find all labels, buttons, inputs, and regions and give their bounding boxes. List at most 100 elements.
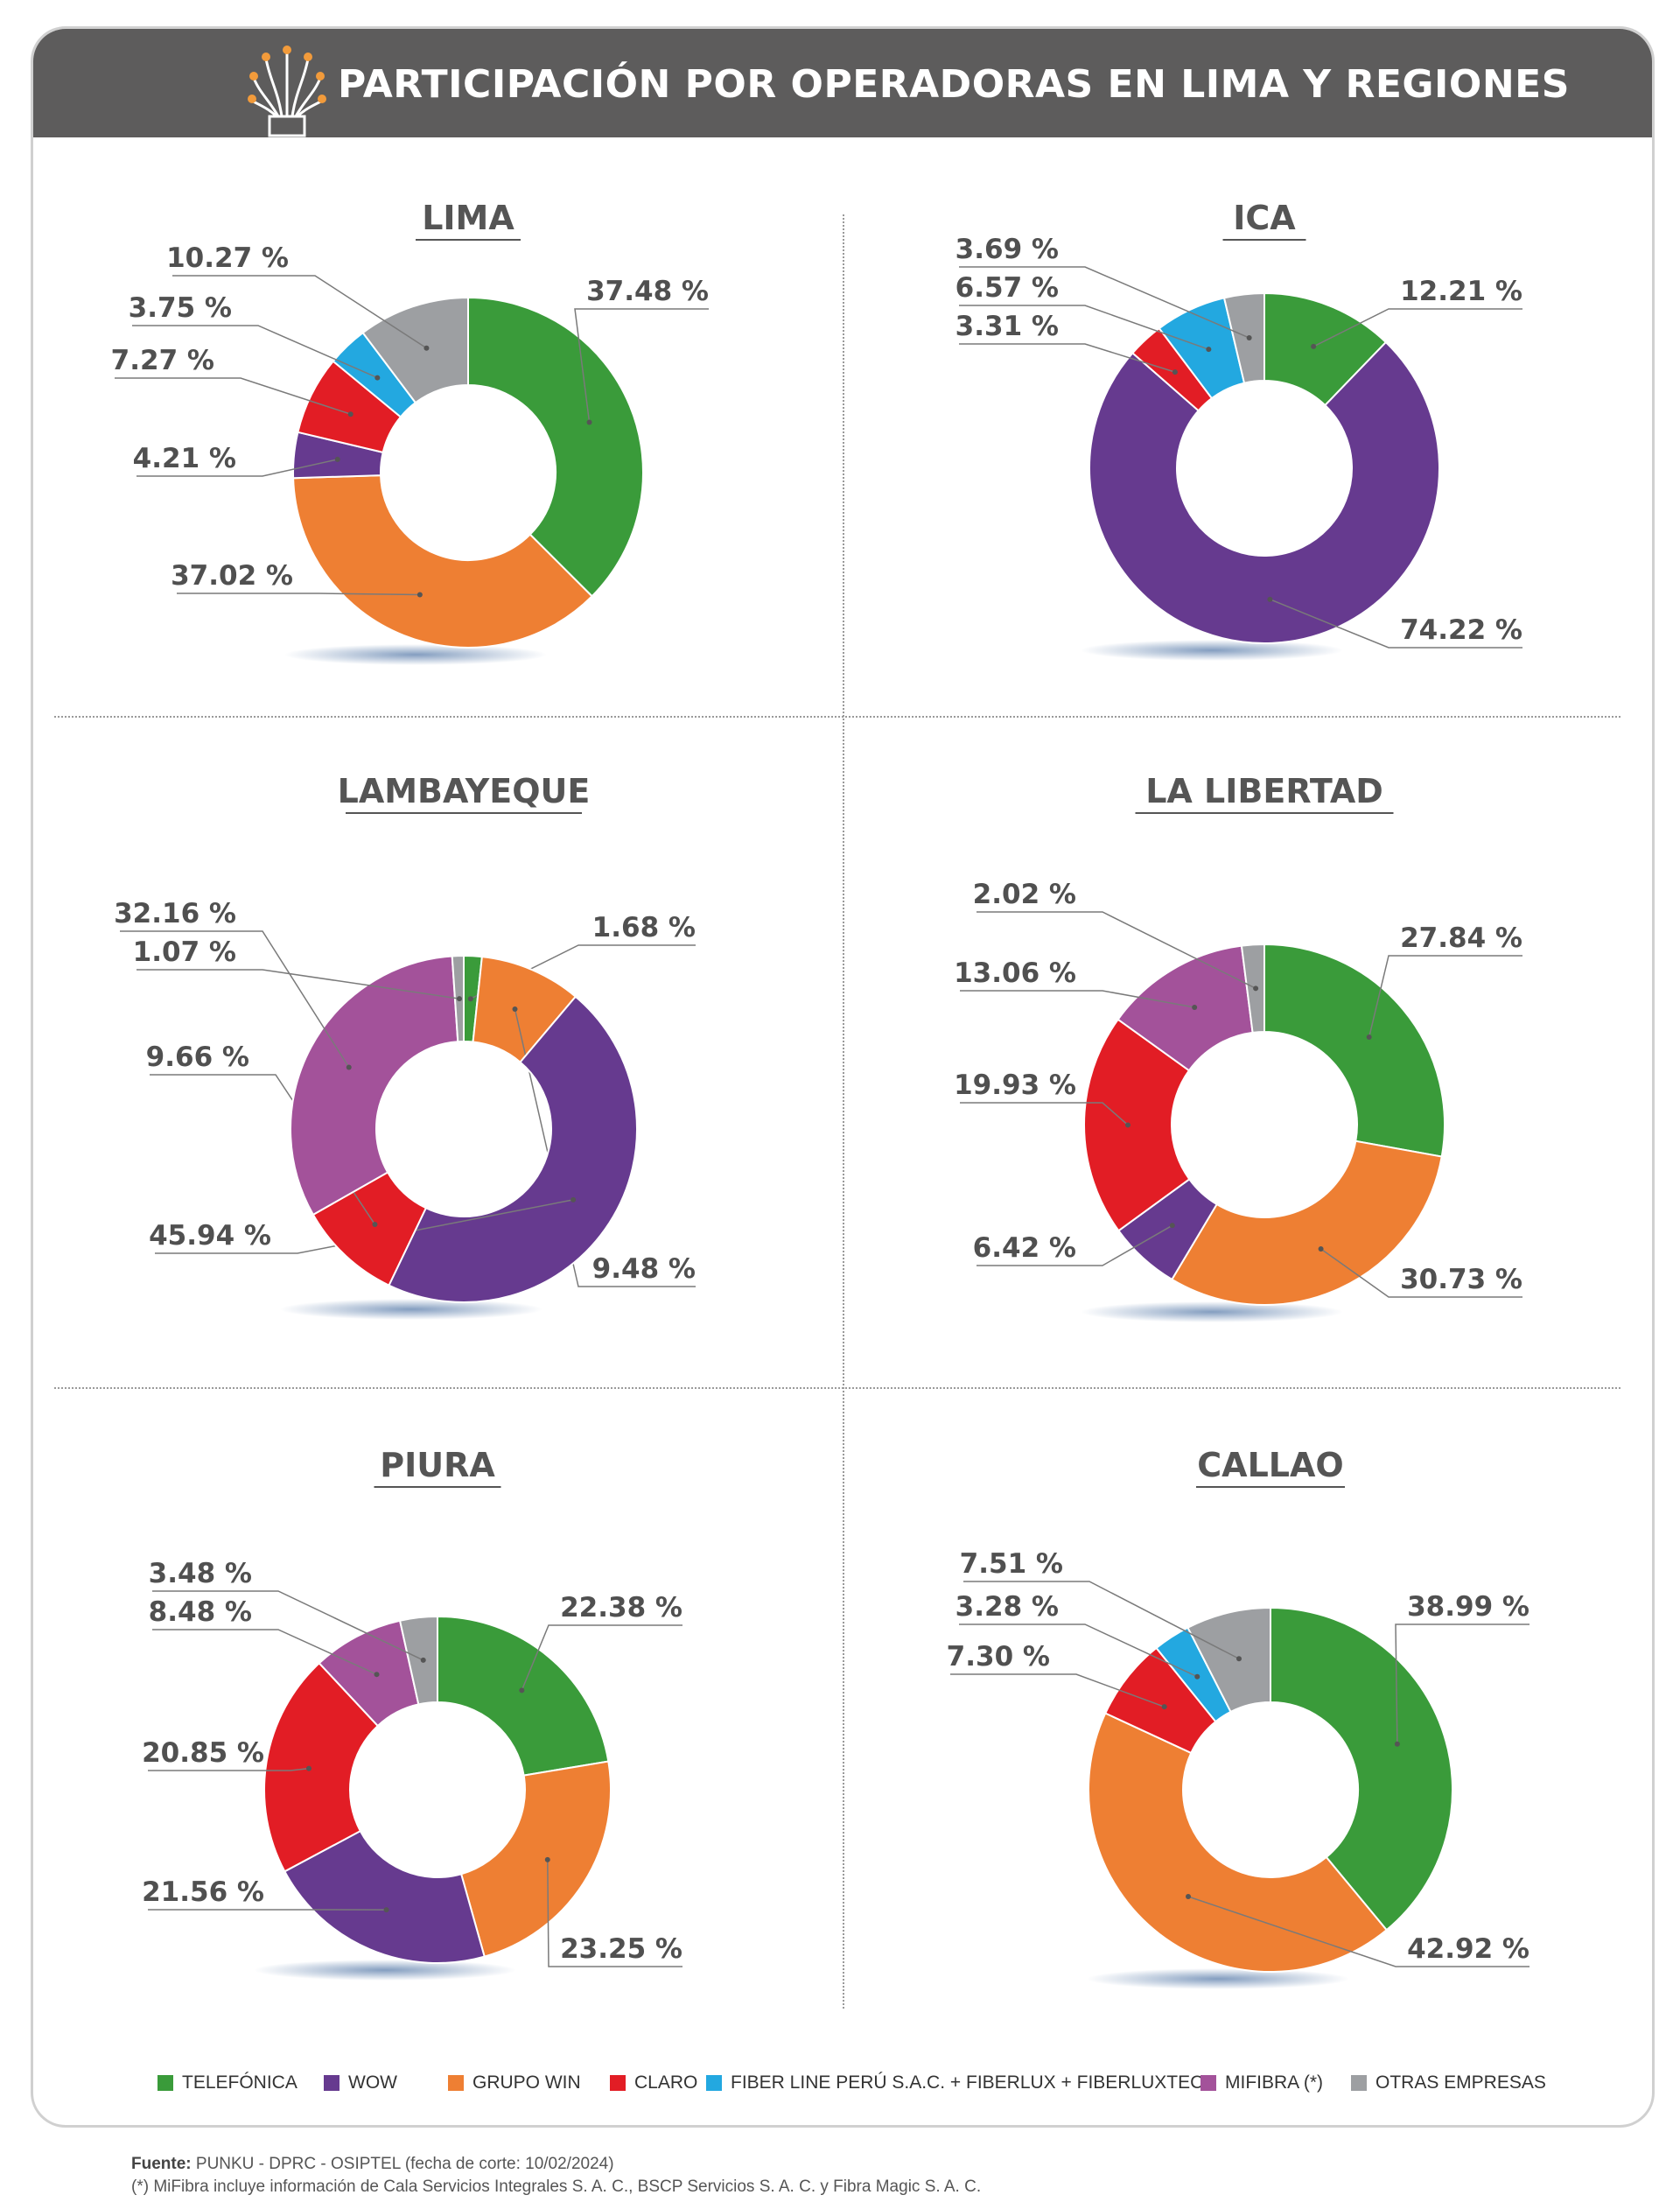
leader-dot bbox=[374, 375, 381, 381]
slice-wow bbox=[388, 995, 638, 1303]
leader-line bbox=[514, 1008, 696, 1287]
data-label: 37.48 % bbox=[586, 276, 709, 307]
legend-swatch bbox=[1351, 2075, 1367, 2091]
leader-dot bbox=[1125, 1122, 1131, 1128]
leader-line bbox=[136, 459, 338, 477]
data-label: 19.93 % bbox=[954, 1069, 1076, 1101]
leader-dot bbox=[544, 1856, 550, 1862]
legend-swatch bbox=[324, 2075, 340, 2091]
legend-item-otras-empresas: OTRAS EMPRESAS bbox=[1351, 2065, 1546, 2100]
chart-piura: PIURA 22.38 % 23.25 % 21.56 % 20.85 % 8.48 % 3… bbox=[142, 1446, 682, 1981]
leader-line bbox=[1187, 1896, 1530, 1967]
slice-telefonica bbox=[437, 1615, 610, 1777]
legend-swatch bbox=[610, 2075, 626, 2091]
data-label: 21.56 % bbox=[142, 1876, 264, 1908]
leader-line bbox=[521, 1624, 682, 1691]
leader-dot bbox=[1394, 1741, 1400, 1747]
leader-line bbox=[120, 930, 350, 1068]
legend-swatch bbox=[158, 2075, 173, 2091]
data-label: 38.99 % bbox=[1407, 1591, 1530, 1623]
leader-line bbox=[959, 1623, 1198, 1678]
legend-swatch bbox=[448, 2075, 464, 2091]
chart-title: ICA bbox=[1233, 199, 1296, 237]
legend-item-grupo-win: GRUPO WIN bbox=[448, 2065, 581, 2100]
legend-swatch bbox=[1200, 2075, 1216, 2091]
chart-title: PIURA bbox=[380, 1446, 495, 1484]
leader-line bbox=[959, 343, 1176, 373]
leader-line bbox=[1270, 599, 1522, 649]
data-label: 4.21 % bbox=[133, 443, 236, 474]
source-text: PUNKU - DPRC - OSIPTEL (fecha de corte: … bbox=[195, 2155, 614, 2173]
leader-line bbox=[959, 305, 1209, 350]
leader-line bbox=[547, 1859, 682, 1967]
data-label: 3.69 % bbox=[956, 234, 1059, 265]
slice-otras-empresas bbox=[398, 1615, 438, 1706]
data-label: 20.85 % bbox=[142, 1737, 264, 1769]
data-label: 37.02 % bbox=[171, 560, 293, 592]
slice-telefonica bbox=[1264, 943, 1446, 1158]
data-label: 9.66 % bbox=[146, 1041, 249, 1073]
horizontal-divider bbox=[54, 716, 1620, 718]
leader-dot bbox=[416, 592, 423, 598]
chart-callao: CALLAO 38.99 % 42.92 % 7.30 % 3.28 % 7.51 % bbox=[947, 1446, 1530, 1989]
chart-ica: ICA 12.21 % 74.22 % 3.31 % 6.57 % 3.69 % bbox=[956, 199, 1522, 661]
leader-dot bbox=[347, 411, 354, 417]
data-label: 3.31 % bbox=[956, 311, 1059, 342]
chart-title: LAMBAYEQUE bbox=[338, 772, 591, 810]
legend-label: TELEFÓNICA bbox=[182, 2072, 298, 2093]
chart-title: CALLAO bbox=[1197, 1446, 1343, 1484]
slice-grupo-win bbox=[459, 1760, 612, 1958]
data-label: 32.16 % bbox=[114, 898, 236, 929]
leader-dot bbox=[383, 1907, 389, 1913]
leader-dot bbox=[1169, 1223, 1175, 1229]
legend-label: FIBER LINE PERÚ S.A.C. + FIBERLUX + FIBE… bbox=[731, 2072, 1217, 2093]
slice-otras-empresas bbox=[1186, 1606, 1271, 1714]
header-banner: PARTICIPACIÓN POR OPERADORAS EN LIMA Y R… bbox=[33, 29, 1652, 137]
legend-label: CLARO bbox=[634, 2072, 698, 2093]
fiber-optic-icon bbox=[248, 46, 326, 137]
leader-dot bbox=[372, 1222, 378, 1228]
data-label: 42.92 % bbox=[1407, 1933, 1530, 1965]
legend-item-claro: CLARO bbox=[610, 2065, 697, 2100]
chart-title: LA LIBERTAD bbox=[1145, 772, 1383, 810]
leader-dot bbox=[519, 1687, 525, 1694]
donut-charts: LIMA 37.48 % 37.02 % 4.21 % 7.27 % 3.75 % 10.2… bbox=[111, 199, 1530, 1989]
leader-line bbox=[136, 969, 460, 999]
slice-grupo-win bbox=[1088, 1712, 1389, 1973]
data-label: 3.75 % bbox=[129, 292, 232, 324]
leader-dot bbox=[570, 1196, 577, 1203]
slice-wow bbox=[284, 1829, 486, 1964]
leader-dot bbox=[424, 345, 430, 351]
leader-line bbox=[115, 377, 351, 415]
data-label: 9.48 % bbox=[592, 1253, 696, 1285]
leader-dot bbox=[512, 1006, 518, 1012]
leader-dot bbox=[1246, 335, 1252, 341]
leader-dot bbox=[1366, 1034, 1372, 1040]
data-label: 1.68 % bbox=[592, 912, 696, 943]
leader-dot bbox=[1318, 1245, 1324, 1252]
leader-line bbox=[148, 1767, 310, 1771]
leader-dot bbox=[1161, 1704, 1167, 1710]
leader-dot bbox=[374, 1672, 380, 1678]
leader-dot bbox=[467, 996, 473, 1002]
legend: TELEFÓNICA WOW GRUPO WIN CLARO FIBER LINE PE… bbox=[0, 2065, 1680, 2100]
source-label: Fuente: bbox=[131, 2155, 192, 2173]
slice-grupo-win bbox=[1170, 1140, 1443, 1306]
data-label: 2.02 % bbox=[973, 879, 1076, 910]
leader-line bbox=[959, 266, 1250, 339]
data-label: 6.42 % bbox=[973, 1232, 1076, 1264]
chart-shadow bbox=[1081, 640, 1343, 661]
leader-line bbox=[960, 990, 1195, 1008]
leader-line bbox=[976, 1224, 1173, 1266]
legend-swatch bbox=[706, 2075, 722, 2091]
leader-dot bbox=[420, 1657, 426, 1663]
leader-line bbox=[1395, 1623, 1530, 1744]
slice-telefonica bbox=[1270, 1606, 1453, 1932]
leader-line bbox=[963, 1581, 1240, 1659]
data-label: 7.30 % bbox=[947, 1641, 1050, 1673]
legend-item-fiber-line-peru-s-a-c-fiberlux-fiberluxtech: FIBER LINE PERÚ S.A.C. + FIBERLUX + FIBE… bbox=[706, 2065, 1216, 2100]
leader-line bbox=[574, 308, 709, 423]
leader-line bbox=[155, 1199, 574, 1254]
leader-line bbox=[1312, 308, 1522, 347]
data-label: 7.27 % bbox=[111, 345, 214, 376]
